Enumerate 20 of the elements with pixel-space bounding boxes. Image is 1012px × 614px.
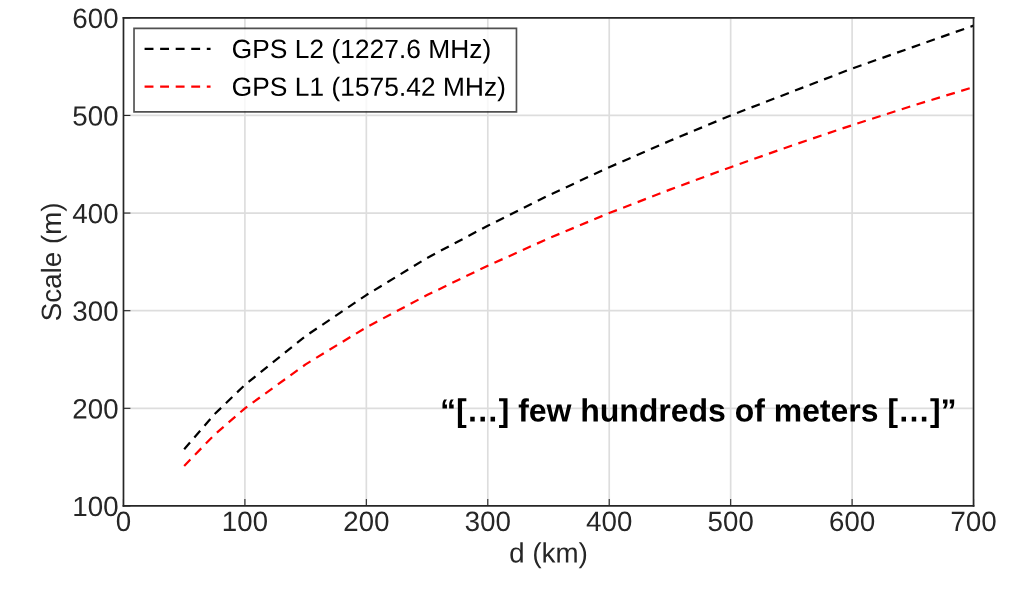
line-series xyxy=(183,24,974,451)
x-axis-title: d (km) xyxy=(510,542,587,569)
legend-label: GPS L1 (1575.42 MHz) xyxy=(232,76,505,102)
y-axis-title: Scale (m) xyxy=(40,204,67,321)
y-tick-label: 100 xyxy=(74,496,118,517)
y-tick-label: 500 xyxy=(73,106,118,126)
legend-label: GPS L2 (1227.6 MHz) xyxy=(232,38,490,64)
x-tick-label: 700 xyxy=(951,511,996,532)
y-tick-label: 300 xyxy=(73,301,118,322)
y-tick-label: 600 xyxy=(73,8,118,29)
x-tick-label: 200 xyxy=(344,511,389,532)
x-tick-label: 500 xyxy=(708,511,753,532)
x-tick-label: 300 xyxy=(465,511,510,532)
x-tick-label: 600 xyxy=(830,511,875,532)
y-tick-label: 400 xyxy=(72,203,118,224)
y-tick-label: 200 xyxy=(73,398,118,419)
x-tick-label: 100 xyxy=(223,511,267,532)
x-tick-label: 0 xyxy=(116,511,131,532)
annotation: “[…] few hundreds of meters […]” xyxy=(442,398,955,429)
x-tick-label: 400 xyxy=(586,511,632,532)
